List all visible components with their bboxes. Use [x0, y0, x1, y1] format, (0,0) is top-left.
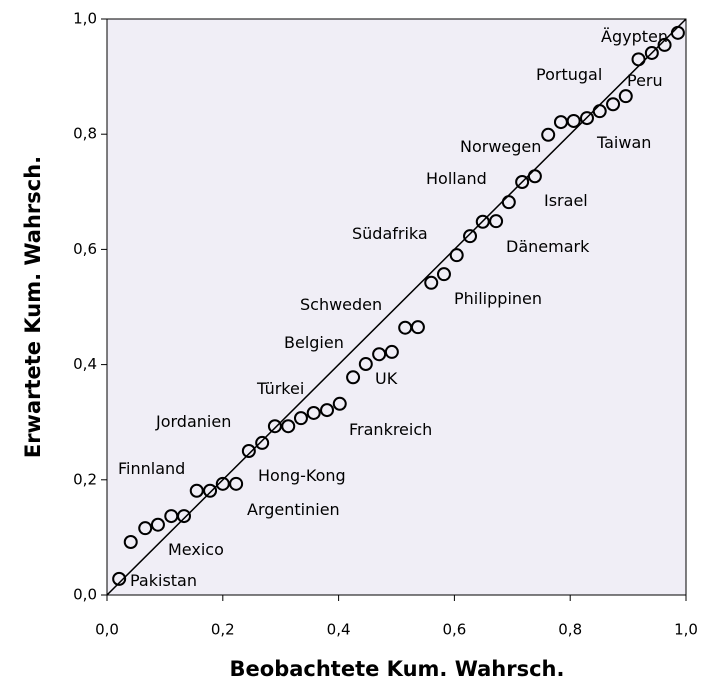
- x-tick-label: 0,6: [442, 621, 466, 639]
- point-label: Holland: [426, 169, 487, 188]
- point: [215, 476, 230, 491]
- x-tick-label: 0,2: [211, 621, 235, 639]
- point-label: Schweden: [300, 295, 382, 314]
- point-label: Norwegen: [460, 137, 541, 156]
- y-tick-label: 0,0: [73, 586, 97, 604]
- point: [527, 169, 542, 184]
- x-tick-label: 0,0: [95, 621, 119, 639]
- point-label: Portugal: [536, 65, 602, 84]
- y-tick-label: 0,8: [73, 125, 97, 143]
- point-label: Türkei: [256, 379, 304, 398]
- point: [436, 267, 451, 282]
- point-label: Dänemark: [506, 237, 590, 256]
- point-label: Südafrika: [352, 224, 428, 243]
- y-tick-label: 0,6: [73, 240, 97, 258]
- point: [384, 344, 399, 359]
- point: [424, 275, 439, 290]
- point: [475, 214, 490, 229]
- point: [515, 175, 530, 190]
- point: [123, 535, 138, 550]
- reference-line: [106, 18, 687, 596]
- y-tick-label: 0,2: [73, 470, 97, 488]
- point: [306, 405, 321, 420]
- point: [463, 229, 478, 244]
- point: [644, 45, 659, 60]
- point: [112, 571, 127, 586]
- point-label: Philippinen: [454, 289, 542, 308]
- point: [592, 104, 607, 119]
- point: [501, 195, 516, 210]
- point: [267, 419, 282, 434]
- point: [618, 89, 633, 104]
- y-tick-label: 1,0: [73, 10, 97, 28]
- y-axis-title: Erwartete Kum. Wahrsch.: [21, 156, 45, 458]
- point: [203, 483, 218, 498]
- x-tick-label: 0,4: [327, 621, 351, 639]
- point: [189, 483, 204, 498]
- point: [346, 370, 361, 385]
- point: [150, 517, 165, 532]
- point-label: Peru: [627, 71, 663, 90]
- y-tick-label: 0,4: [73, 355, 97, 373]
- point-label: Taiwan: [596, 133, 651, 152]
- point-label: Ägypten: [601, 27, 668, 46]
- point: [579, 111, 594, 126]
- point: [255, 435, 270, 450]
- point: [358, 357, 373, 372]
- point-label: Hong-Kong: [258, 466, 346, 485]
- point: [566, 113, 581, 128]
- point-label: Finnland: [118, 459, 185, 478]
- point: [177, 509, 192, 524]
- point-label: Belgien: [284, 333, 344, 352]
- point: [631, 52, 646, 67]
- point-label: Jordanien: [155, 412, 231, 431]
- x-tick-label: 0,8: [558, 621, 582, 639]
- point-label: Frankreich: [349, 420, 432, 439]
- point: [332, 396, 347, 411]
- point-label: Argentinien: [247, 500, 340, 519]
- point: [241, 444, 256, 458]
- point: [293, 411, 308, 426]
- point: [138, 521, 153, 536]
- point-label: UK: [375, 369, 398, 388]
- point: [670, 25, 685, 40]
- x-axis-title: Beobachtete Kum. Wahrsch.: [230, 657, 565, 681]
- point: [449, 248, 464, 263]
- point: [657, 37, 672, 52]
- point: [489, 214, 504, 229]
- point: [541, 127, 556, 142]
- point: [320, 403, 335, 418]
- point: [606, 97, 621, 112]
- point-label: Israel: [544, 191, 588, 210]
- point-label: Mexico: [168, 540, 224, 559]
- point: [229, 476, 244, 491]
- point-label: Pakistan: [130, 571, 197, 590]
- point: [372, 347, 387, 362]
- point: [410, 320, 425, 335]
- point: [281, 419, 296, 434]
- x-tick-label: 1,0: [674, 621, 698, 639]
